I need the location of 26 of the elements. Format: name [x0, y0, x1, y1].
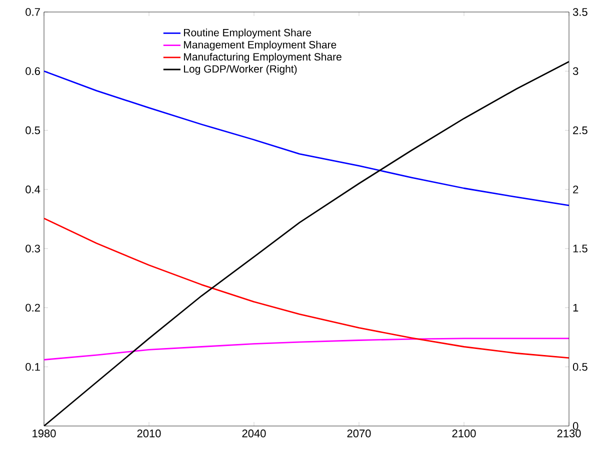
x-tick-label: 2070: [347, 430, 371, 438]
legend-label: Manufacturing Employment Share: [184, 52, 342, 63]
y2-tick-label: 0.5: [572, 362, 588, 371]
line-series: [44, 218, 570, 359]
legend-label: Routine Employment Share: [184, 28, 312, 38]
x-tick-label: 2130: [557, 430, 581, 438]
y2-tick-label: 3: [572, 67, 578, 76]
y-tick-label: 0.2: [26, 304, 40, 312]
y-tick-label: 0.1: [26, 362, 40, 371]
y2-tick-label: 1: [573, 304, 578, 312]
x-tick-label: 2040: [242, 430, 266, 438]
y2-tick-label: 2: [573, 186, 578, 194]
y2-tick-label: 3.5: [572, 8, 588, 16]
y-tick-label: 0.4: [26, 186, 40, 194]
x-tick-label: 2100: [452, 430, 476, 438]
y-tick-label: 0.3: [26, 244, 40, 252]
y-tick-label: 0.6: [26, 67, 40, 76]
legend-label: Log GDP/Worker (Right): [184, 64, 297, 75]
x-tick-label: 1980: [32, 430, 56, 438]
y2-tick-label: 2.5: [573, 126, 588, 134]
legend-label: Management Employment Share: [184, 40, 336, 51]
y2-tick-label: 0: [572, 422, 578, 430]
y-tick-label: 0.7: [26, 8, 40, 16]
x-tick-label: 2010: [137, 430, 161, 438]
y-tick-label: 0.5: [26, 126, 40, 134]
y2-tick-label: 1.5: [573, 244, 588, 252]
